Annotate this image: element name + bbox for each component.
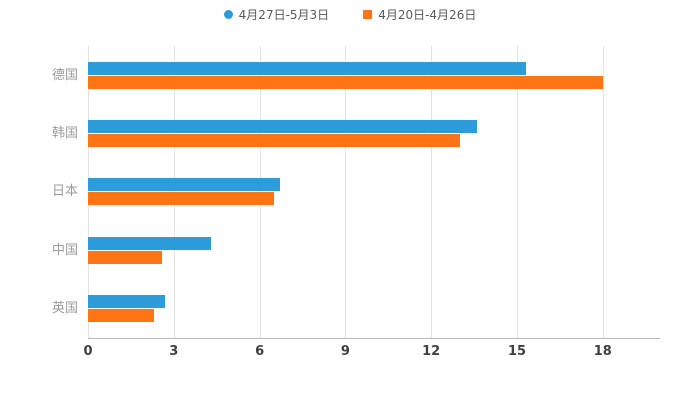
bar-series2-中国[interactable] xyxy=(88,250,163,264)
bar-series2-日本[interactable] xyxy=(88,192,274,206)
gridline xyxy=(259,46,261,338)
legend-label: 4月27日-5月3日 xyxy=(238,8,330,22)
bar-series1-日本[interactable] xyxy=(88,178,280,192)
legend-marker-icon xyxy=(223,10,233,19)
legend-item-series1[interactable]: 4月27日-5月3日 xyxy=(223,6,330,23)
category-row: 英国 xyxy=(52,280,660,338)
x-tick-label: 12 xyxy=(422,344,441,359)
category-label: 中国 xyxy=(51,242,78,258)
x-tick-label: 6 xyxy=(255,344,265,359)
bar-series2-英国[interactable] xyxy=(88,309,154,323)
category-row: 韩国 xyxy=(52,104,660,162)
category-row: 德国 xyxy=(52,46,660,104)
category-label: 韩国 xyxy=(51,126,78,142)
legend-marker-icon xyxy=(363,10,373,19)
bar-series2-韩国[interactable] xyxy=(88,134,460,148)
category-row: 日本 xyxy=(52,163,660,221)
category-row: 中国 xyxy=(52,221,660,279)
gridline xyxy=(345,46,347,338)
gridline xyxy=(517,46,518,338)
category-label: 日本 xyxy=(51,184,78,200)
x-axis-tick-labels: 0 3 6 9 12 15 18 xyxy=(83,344,660,364)
x-tick-label: 9 xyxy=(340,344,350,359)
category-label: 德国 xyxy=(51,67,78,83)
x-tick-label: 18 xyxy=(593,344,612,359)
plot-area: 德国韩国日本中国英国 xyxy=(52,46,660,339)
legend: 4月27日-5月3日 4月20日-4月26日 xyxy=(0,6,700,23)
gridline xyxy=(431,46,433,338)
bar-series1-英国[interactable] xyxy=(88,295,166,309)
bar-series1-韩国[interactable] xyxy=(88,120,477,134)
gridline xyxy=(602,46,604,338)
legend-item-series2[interactable]: 4月20日-4月26日 xyxy=(363,6,476,23)
gridline xyxy=(88,46,89,338)
bar-series1-中国[interactable] xyxy=(88,236,211,250)
x-tick-label: 0 xyxy=(83,344,93,359)
x-tick-label: 15 xyxy=(507,344,527,359)
bar-series2-德国[interactable] xyxy=(88,75,603,89)
x-tick-label: 3 xyxy=(169,344,179,359)
category-label: 英国 xyxy=(51,301,78,317)
gridline xyxy=(173,46,175,338)
legend-label: 4月20日-4月26日 xyxy=(378,8,477,22)
bar-series1-德国[interactable] xyxy=(88,61,526,75)
